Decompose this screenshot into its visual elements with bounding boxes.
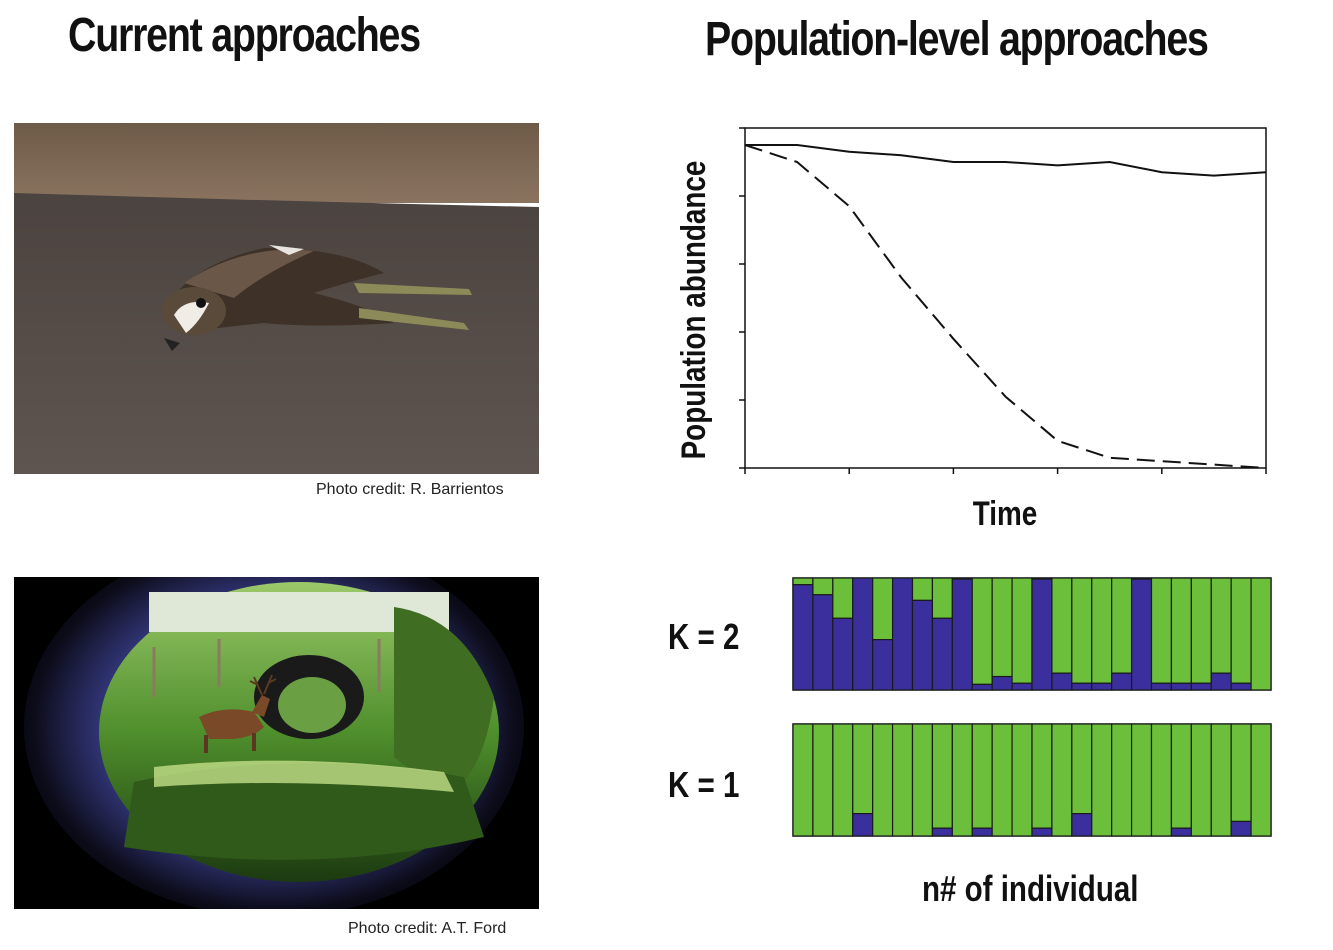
bar-segment-green [1190,723,1212,837]
bar-segment-green [812,723,834,837]
bar-segment-green [872,723,894,837]
bar-segment-green [1230,723,1252,823]
photo-credit-ford: Photo credit: A.T. Ford [348,920,507,937]
bar-segment-blue [812,594,834,691]
bar-segment-blue [991,675,1013,691]
bar-segment-green [1250,577,1272,691]
population-abundance-line-chart: Population abundance Time [674,127,1267,533]
bar-segment-green [1011,723,1033,837]
bar-segment-blue [1150,682,1173,691]
roadkill-photo [14,123,539,474]
bar-segment-green [1091,723,1113,837]
y-axis-label: Population abundance [674,161,712,460]
bar-segment-blue [891,577,914,691]
k1-structure-plot [792,723,1272,837]
bar-segment-green [1111,723,1133,837]
bar-segment-blue [872,638,894,691]
bar-segment-green [931,577,953,619]
bar-segment-green [971,723,993,829]
roadkill-photo-illustration [14,123,539,474]
bar-segment-blue [1011,682,1033,691]
population-level-approaches-heading: Population-level approaches [705,13,1209,66]
series-line-dashed [744,144,1267,469]
bar-segment-green [812,577,834,596]
individuals-axis-label: n# of individual [922,868,1139,909]
bar-segment-green [931,723,953,829]
bar-segment-green [832,577,854,619]
bar-segment-blue [951,578,973,691]
bar-segment-blue [1130,578,1153,691]
bar-segment-green [1250,723,1272,837]
bar-segment-blue [971,683,993,691]
bar-segment-blue [1190,682,1212,691]
bar-segment-green [1011,577,1033,684]
bar-segment-green [1170,723,1192,829]
k1-label: K = 1 [668,764,740,805]
bar-segment-green [1031,723,1053,829]
k2-label: K = 2 [668,616,740,657]
bar-segment-blue [1071,682,1093,691]
series-line-solid [745,144,1267,177]
bar-segment-blue [911,599,934,691]
bar-segment-green [1210,577,1232,674]
bar-segment-blue [852,812,874,837]
bar-segment-blue [1111,672,1133,691]
bar-segment-green [1091,577,1113,684]
bar-segment-green [1230,577,1252,684]
bar-segment-green [1210,723,1232,837]
plot-frame [744,127,1267,469]
bar-segment-blue [1031,827,1053,837]
bar-segment-green [792,723,814,837]
bar-segment-green [891,723,914,837]
culvert-photo [14,577,539,909]
bar-segment-green [1071,577,1093,684]
bar-segment-green [1111,577,1133,674]
bar-segment-green [1190,577,1212,684]
bar-segment-blue [1051,672,1073,691]
bar-segment-blue [1071,812,1093,837]
bar-segment-blue [1230,820,1252,837]
bar-segment-blue [1230,682,1252,691]
bar-segment-green [1150,723,1173,837]
bar-segment-blue [971,827,993,837]
bar-segment-blue [832,617,854,691]
k2-structure-plot [792,577,1272,691]
bar-segment-green [1071,723,1093,815]
bar-segment-green [911,723,934,837]
line-chart-series [744,144,1267,469]
bar-segment-blue [1170,827,1192,837]
bar-segment-blue [1210,672,1232,691]
bar-segment-green [951,723,973,837]
deer [199,674,277,753]
bar-segment-blue [1031,578,1053,691]
bar-segment-green [792,577,814,586]
bar-segment-blue [931,617,953,691]
bar-segment-green [911,577,934,601]
bar-segment-green [1150,577,1173,684]
bar-segment-green [991,577,1013,678]
current-approaches-heading: Current approaches [68,9,421,62]
culvert-photo-illustration [14,577,539,909]
bar-segment-green [1051,577,1073,674]
bar-segment-green [1051,723,1073,837]
bar-segment-blue [1091,682,1113,691]
bar-segment-green [872,577,894,641]
bar-segment-green [1170,577,1192,684]
bird [162,245,472,351]
bar-segment-green [971,577,993,686]
bar-segment-green [991,723,1013,837]
x-axis-label: Time [973,494,1038,532]
line-chart-axes [739,127,1267,474]
bar-segment-blue [1170,682,1192,691]
bar-segment-green [832,723,854,837]
bar-segment-blue [852,577,874,691]
photo-credit-barrientos: Photo credit: R. Barrientos [316,481,504,498]
bar-segment-blue [792,584,814,691]
bar-segment-green [852,723,874,815]
bar-segment-green [1130,723,1153,837]
bar-segment-blue [931,827,953,837]
